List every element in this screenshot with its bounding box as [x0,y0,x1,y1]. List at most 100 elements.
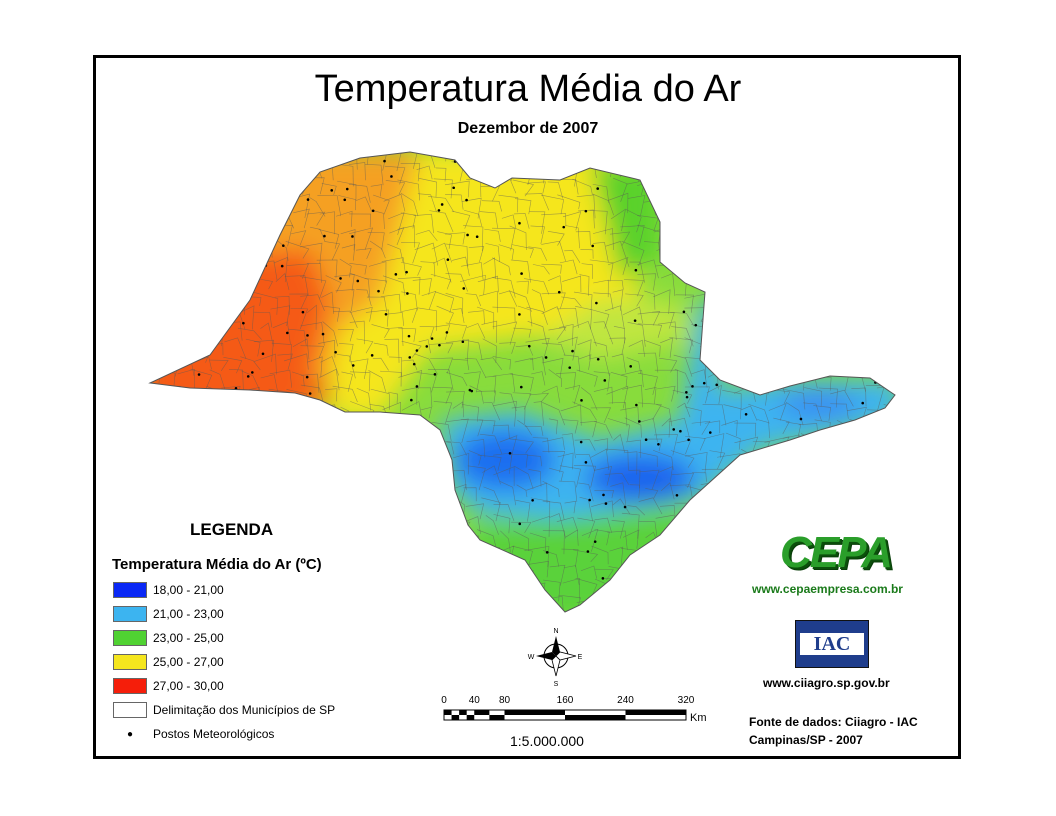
legend-item: 25,00 - 27,00 [113,653,224,671]
scale-unit: Km [690,712,707,724]
legend-swatch [113,606,147,622]
station-dot [317,474,321,478]
station-dot [643,168,647,172]
station-dot [851,271,854,274]
station-dot [280,607,284,610]
station-dot [351,364,355,367]
station-dot [520,272,523,275]
station-dot [604,502,608,505]
station-dot [377,289,380,293]
station-dot [410,398,413,402]
station-dot [467,555,470,559]
station-dot [744,347,748,350]
station-dot [591,244,594,248]
station-dot [519,385,523,389]
station-dot [415,385,419,388]
station-dot [733,233,736,237]
station-dot [440,564,444,568]
station-dot [384,312,388,316]
station-dot [766,350,770,354]
station-dot [339,277,342,280]
station-dot [291,411,294,415]
station-dot [412,462,416,466]
station-dot [754,180,757,183]
station-dot [803,364,807,367]
station-dot [753,330,756,333]
legend-label: 25,00 - 27,00 [153,655,224,669]
station-dot [568,366,572,369]
iac-url: www.ciiagro.sp.gov.br [763,676,890,690]
station-dot [410,420,414,423]
station-dot [681,267,684,271]
scale-segment [504,710,565,715]
legend-title: Temperatura Média do Ar (ºC) [112,556,322,573]
station-dot [330,189,334,192]
station-dot [376,564,379,567]
station-dot [356,279,360,283]
station-dot [280,264,284,268]
station-dot [596,187,600,190]
map-title: Temperatura Média do Ar [314,68,742,110]
iac-logo: IAC [795,620,869,668]
station-dot [318,413,321,416]
station-dot [446,258,450,261]
station-dot [788,370,792,373]
station-dot [644,438,648,441]
station-dot [814,265,818,268]
station-dot [226,176,230,180]
station-dot [306,198,310,201]
station-dot [405,270,408,274]
station-dot [670,162,673,166]
station-dot [391,419,395,423]
station-dot [694,323,698,327]
north-label: N [553,628,558,635]
station-dot [595,301,598,305]
legend-item: 21,00 - 23,00 [113,605,224,623]
station-dot [596,357,600,361]
station-dot [242,321,245,325]
station-dot [323,234,326,238]
east-label: E [578,654,583,661]
station-dot [428,436,431,439]
station-dot [771,560,775,564]
scale-segment [466,715,475,720]
station-dot [544,356,548,359]
station-dot [195,350,198,354]
cepa-url: www.cepaempresa.com.br [752,582,903,596]
station-dot [314,496,318,500]
station-dot [235,454,239,458]
station-dot [531,498,534,502]
station-dot [475,235,479,239]
station-dot [586,550,590,553]
station-dot [187,427,190,431]
station-dot [602,493,605,497]
station-dot [162,448,166,452]
station-dot [779,600,782,604]
station-dot [518,522,522,526]
station-dot [174,233,177,236]
station-dot [682,216,686,220]
legend-label: Postos Meteorológicos [153,727,275,741]
station-dot [436,525,439,528]
station-dot [779,373,783,377]
station-dot [186,323,190,326]
station-dot [508,451,512,455]
station-dot [168,291,171,295]
station-dot [162,399,166,402]
station-dot [685,395,689,399]
station-dot [261,352,265,356]
legend-swatch [113,678,147,694]
station-dot [851,301,854,304]
west-label: W [528,654,535,661]
station-dot [465,198,468,202]
station-dot [445,331,449,334]
station-dot [871,361,874,365]
station-dot [277,436,281,440]
scale-bar: 0 40 80 160 240 320 Km [441,695,706,724]
station-dot [593,540,597,543]
scale-ratio: 1:5.000.000 [510,733,584,749]
station-dot [752,322,756,326]
station-dot [334,350,337,354]
station-dot [319,599,323,603]
station-dot [377,538,381,541]
